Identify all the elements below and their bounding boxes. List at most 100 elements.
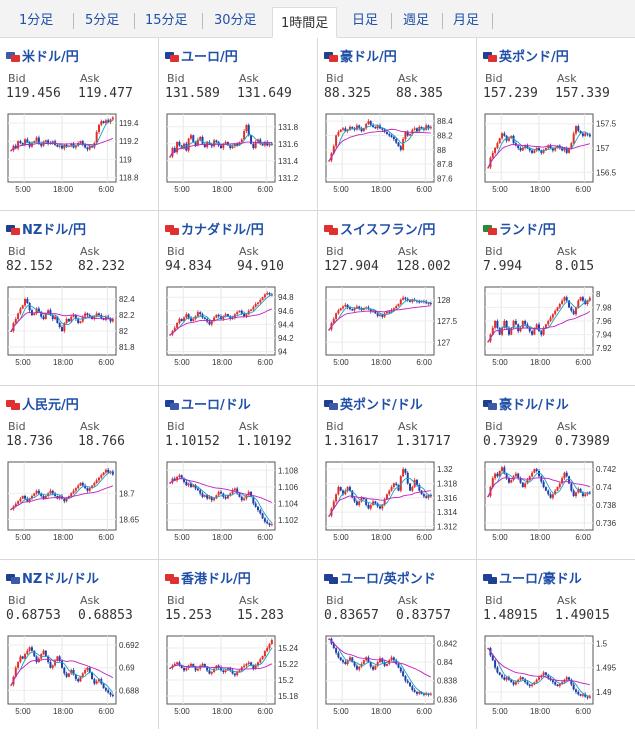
candle-body [547, 145, 550, 148]
pair-title-link[interactable]: ユーロ/豪ドル [483, 568, 582, 587]
price-chart[interactable]: 94.8 94.6 94.4 94.2 94 5:00 18:00 6:00 [159, 283, 317, 388]
bid-value: 1.31617 [324, 434, 379, 449]
tab-15min[interactable]: 15分足 [145, 13, 188, 28]
price-chart[interactable]: 8 7.98 7.96 7.94 7.92 5:00 18:00 6:00 [477, 283, 635, 388]
tab-weekly[interactable]: 週足 [403, 13, 430, 28]
candle-body [180, 318, 183, 321]
price-chart[interactable]: 88.4 88.2 88 87.8 87.6 5:00 18:00 6:00 [318, 110, 476, 215]
candle-body [176, 323, 179, 328]
pair-title-link[interactable]: 英ポンド/ドル [324, 394, 423, 413]
pair-title-link[interactable]: ランド/円 [483, 219, 556, 238]
candle-body [187, 138, 190, 151]
candle-body [208, 496, 211, 499]
ask-value: 131.649 [237, 86, 292, 101]
y-tick-label: 1.104 [278, 499, 299, 508]
price-chart[interactable]: 18.7 18.65 5:00 18:00 6:00 [0, 458, 158, 563]
price-chart[interactable]: 119.4 119.2 119 118.8 5:00 18:00 6:00 [0, 110, 158, 215]
candle-body [397, 663, 400, 668]
bid-label: Bid [485, 245, 503, 258]
price-chart[interactable]: 131.8 131.6 131.4 131.2 5:00 18:00 6:00 [159, 110, 317, 215]
currency-pair-panel: 豪ドル/ドル Bid Ask 0.73929 0.73989 0.742 0.74 0.738… [477, 386, 635, 558]
candle-body [554, 148, 557, 151]
y-tick-label: 119.4 [119, 119, 139, 128]
candle-body [399, 299, 402, 304]
pair-title-link[interactable]: ユーロ/英ポンド [324, 568, 436, 587]
tab-5min[interactable]: 5分足 [85, 13, 120, 28]
candle-body [342, 306, 345, 309]
y-tick-label: 157 [596, 144, 610, 153]
pair-name: 豪ドル/ドル [499, 398, 569, 413]
pair-title-link[interactable]: NZドル/ドル [6, 568, 99, 587]
flag-part [170, 403, 179, 410]
pair-title-link[interactable]: ユーロ/円 [165, 46, 238, 65]
candle-body [91, 672, 94, 680]
candle-body [256, 506, 259, 511]
candle-body [549, 145, 552, 148]
candle-body [240, 310, 243, 314]
pair-title-link[interactable]: 人民元/円 [6, 394, 79, 413]
grid-divider [0, 210, 635, 211]
tab-1min[interactable]: 1分足 [19, 13, 54, 28]
candle-body [81, 673, 84, 677]
candle-body [561, 682, 564, 685]
candle-body [86, 488, 89, 491]
pair-title-link[interactable]: 英ポンド/円 [483, 46, 569, 65]
candle-body [579, 297, 582, 301]
pair-title-link[interactable]: スイスフラン/円 [324, 219, 435, 238]
eu-gb-flag-icon [324, 574, 338, 584]
candle-body [491, 327, 494, 335]
price-chart[interactable]: 128 127.5 127 5:00 18:00 6:00 [318, 283, 476, 388]
candle-body [180, 665, 183, 668]
flag-part [488, 228, 497, 235]
x-tick-label: 18:00 [371, 358, 392, 367]
bid-value: 0.73929 [483, 434, 538, 449]
pair-title-link[interactable]: ユーロ/ドル [165, 394, 251, 413]
price-chart[interactable]: 0.842 0.84 0.838 0.836 5:00 18:00 6:00 [318, 632, 476, 737]
candle-body [192, 664, 195, 668]
bid-label: Bid [485, 420, 503, 433]
tab-1hour[interactable]: 1時間足 [272, 7, 338, 38]
price-chart[interactable]: 0.742 0.74 0.738 0.736 5:00 18:00 6:00 [477, 458, 635, 563]
candle-body [26, 650, 29, 655]
tab-daily[interactable]: 日足 [352, 13, 379, 28]
candle-body [88, 667, 91, 673]
price-chart[interactable]: 1.5 1.495 1.49 5:00 18:00 6:00 [477, 632, 635, 737]
x-tick-label: 18:00 [212, 358, 233, 367]
ask-label: Ask [398, 420, 418, 433]
bid-label: Bid [8, 420, 26, 433]
candle-body [531, 472, 534, 477]
candle-body [572, 133, 575, 144]
candle-body [270, 640, 273, 644]
pair-title-link[interactable]: 豪ドル/円 [324, 46, 397, 65]
price-chart[interactable]: 157.5 157 156.5 5:00 18:00 6:00 [477, 110, 635, 215]
candle-body [17, 662, 20, 668]
tab-monthly[interactable]: 月足 [453, 13, 480, 28]
price-chart[interactable]: 82.4 82.2 82 81.8 5:00 18:00 6:00 [0, 283, 158, 388]
price-chart[interactable]: 0.692 0.69 0.688 5:00 18:00 6:00 [0, 632, 158, 737]
candle-body [95, 132, 98, 144]
pair-title-link[interactable]: NZドル/円 [6, 219, 86, 238]
bid-label: Bid [326, 72, 344, 85]
candle-body [397, 304, 400, 307]
flag-part [170, 577, 179, 584]
price-chart[interactable]: 1.108 1.106 1.104 1.102 5:00 18:00 6:00 [159, 458, 317, 563]
y-tick-label: 156.5 [596, 168, 617, 177]
candle-body [256, 302, 259, 304]
long-moving-average-line [487, 647, 590, 686]
price-chart[interactable]: 1.32 1.318 1.316 1.314 1.312 5:00 18:00 6:00 [318, 458, 476, 563]
x-tick-label: 18:00 [371, 185, 392, 194]
price-chart[interactable]: 15.24 15.22 15.2 15.18 5:00 18:00 6:00 [159, 632, 317, 737]
candle-body [236, 488, 239, 494]
candle-body [517, 145, 520, 148]
pair-title-link[interactable]: 豪ドル/ドル [483, 394, 569, 413]
candle-body [250, 662, 253, 666]
tab-30min[interactable]: 30分足 [214, 13, 257, 28]
pair-title-link[interactable]: カナダドル/円 [165, 219, 264, 238]
pair-title-link[interactable]: 香港ドル/円 [165, 568, 251, 587]
candle-body [367, 504, 370, 509]
candle-body [409, 134, 412, 136]
y-tick-label: 94.8 [278, 293, 294, 302]
candle-body [185, 668, 188, 671]
pair-title-link[interactable]: 米ドル/円 [6, 46, 79, 65]
candle-body [574, 307, 577, 315]
